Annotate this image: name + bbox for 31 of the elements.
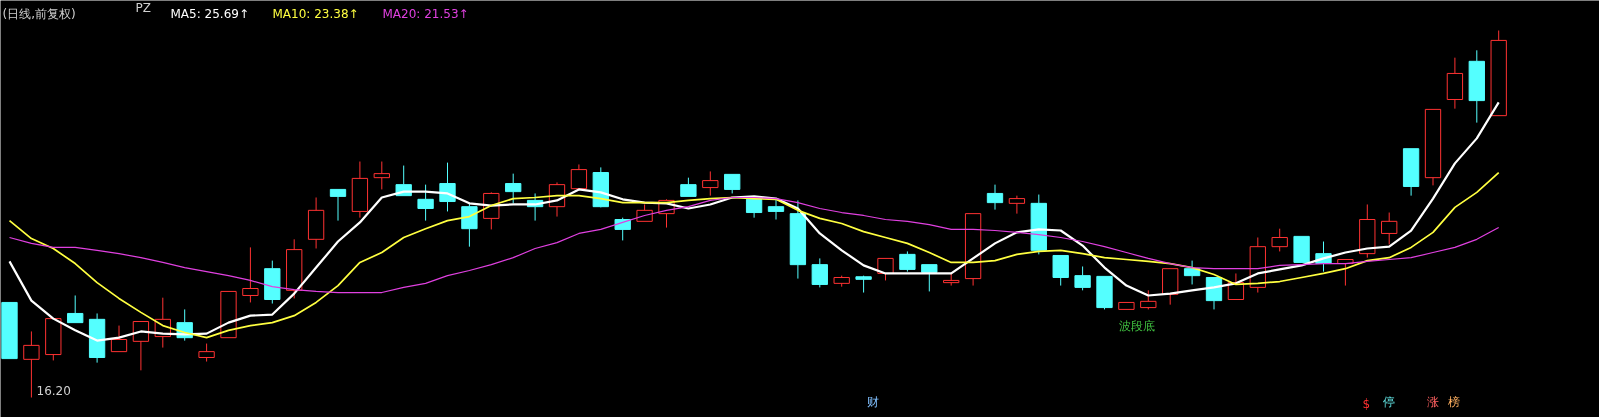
candlestick (154, 297, 171, 349)
text: PZ (135, 0, 151, 15)
annotation: $ (1362, 396, 1371, 411)
candlestick (1468, 49, 1485, 124)
candlestick (1446, 57, 1464, 110)
candlestick (373, 161, 390, 190)
text: MA20: 21.53↑ (382, 6, 469, 21)
candlestick (789, 199, 807, 280)
candlestick (767, 198, 785, 221)
candlestick (1359, 203, 1376, 259)
candlestick (1249, 236, 1266, 294)
annotation: 波段底 (1118, 318, 1155, 333)
annotation: 16.20 (36, 384, 71, 398)
chart-title: (日线,前复权) (2, 6, 76, 21)
candlestick (1008, 195, 1026, 215)
candlestick (23, 330, 40, 398)
candlestick (307, 196, 325, 249)
candlestick (88, 312, 106, 364)
annotation: 财 (866, 394, 879, 409)
candlestick (986, 184, 1004, 211)
candlestick (483, 192, 500, 230)
annotation: 涨 (1426, 394, 1439, 409)
candlestick (658, 199, 675, 229)
candlestick (351, 161, 369, 219)
candlestick (548, 181, 566, 218)
annotation: 榜 (1447, 394, 1460, 409)
text: MA5: 25.69↑ (170, 6, 249, 21)
annotation: 停 (1382, 394, 1395, 409)
candlestick (899, 250, 916, 273)
text: MA10: 23.38↑ (272, 6, 359, 21)
candlestick (702, 170, 719, 197)
